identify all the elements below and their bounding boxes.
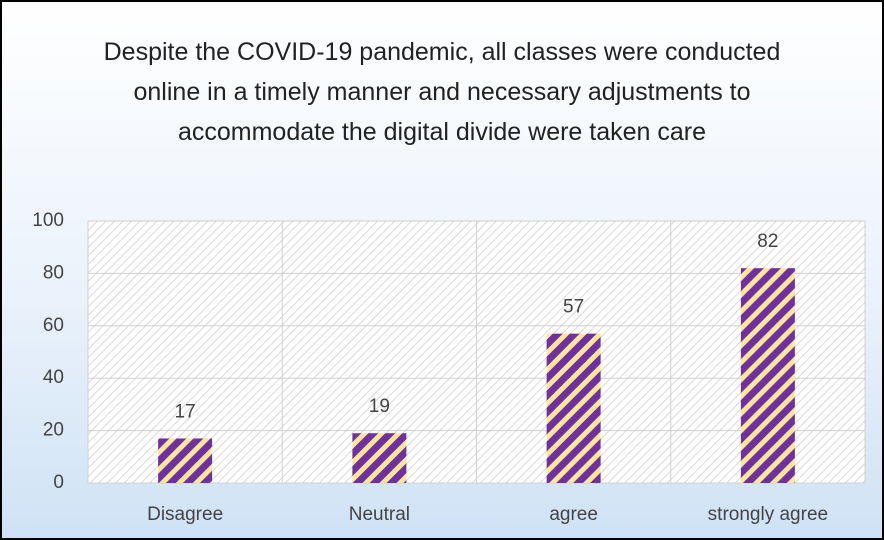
- bar: [352, 433, 407, 483]
- data-label: 17: [175, 401, 196, 422]
- bar: [740, 268, 795, 483]
- chart-title: Despite the COVID-19 pandemic, all class…: [103, 38, 781, 146]
- y-tick-label: 80: [43, 262, 64, 283]
- data-label: 82: [757, 231, 778, 252]
- y-tick-label: 0: [53, 472, 64, 493]
- bar: [546, 333, 601, 483]
- x-tick-label: Disagree: [147, 504, 223, 525]
- x-tick-label: strongly agree: [708, 504, 828, 525]
- x-tick-label: Neutral: [349, 504, 410, 525]
- bar: [158, 438, 213, 483]
- x-tick-label: agree: [549, 504, 598, 525]
- data-label: 19: [369, 396, 390, 417]
- y-tick-label: 40: [43, 367, 64, 388]
- y-tick-label: 20: [43, 420, 64, 441]
- y-tick-label: 60: [43, 315, 64, 336]
- y-tick-label: 100: [32, 210, 64, 231]
- data-label: 57: [563, 297, 584, 318]
